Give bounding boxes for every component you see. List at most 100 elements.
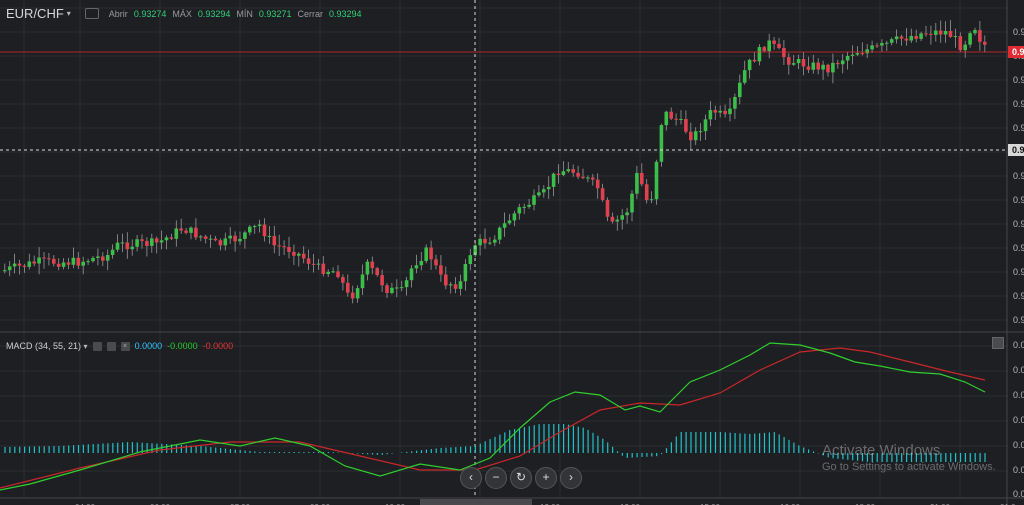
settings-icon[interactable] (106, 341, 116, 351)
candle (909, 28, 914, 44)
crosshair-price-tag-bg (1008, 144, 1024, 156)
candle (600, 183, 605, 202)
candle (850, 45, 855, 65)
candle (248, 225, 252, 236)
candle (179, 218, 183, 234)
candle-body (424, 247, 428, 261)
candle-body (414, 265, 419, 269)
candle-body (752, 59, 757, 62)
time-axis-label: 16:00 (780, 503, 801, 505)
candle (875, 42, 879, 49)
watermark-title: Activate Windows (822, 442, 941, 459)
candle-body (483, 238, 487, 244)
candle-body (488, 242, 492, 244)
candle (463, 259, 468, 291)
candle-body (140, 239, 144, 241)
candle-body (591, 177, 595, 180)
macd-axis-label: 0.0 (1013, 340, 1024, 350)
candle (218, 238, 223, 251)
candle (826, 63, 830, 77)
candle-body (287, 246, 291, 252)
candle-body (870, 45, 874, 50)
candle-body (434, 259, 438, 266)
candle-body (762, 47, 767, 52)
candle (630, 190, 634, 222)
candle-body (546, 186, 551, 190)
time-axis-label: 15:00 (700, 503, 721, 505)
macd-axis-label: 0.0 (1013, 365, 1024, 375)
time-axis-label: 04:00 (75, 503, 96, 505)
candle-body (703, 119, 708, 132)
reset-chart-button[interactable]: ↻ (510, 467, 532, 489)
time-scrollbar[interactable] (420, 499, 532, 505)
zoom-out-button[interactable]: − (485, 467, 507, 489)
close-icon[interactable]: × (120, 341, 130, 351)
visibility-icon[interactable] (84, 8, 99, 19)
candle-body (635, 172, 639, 194)
candle-body (213, 238, 218, 241)
symbol-name: EUR/CHF (6, 6, 64, 21)
candle-body (248, 226, 252, 233)
candle-body (463, 264, 468, 282)
candle-body (91, 257, 95, 262)
candle-body (47, 258, 51, 260)
candle (169, 233, 174, 241)
candle-body (532, 195, 536, 205)
candle-body (742, 70, 747, 83)
candle-body (32, 261, 36, 264)
candle (17, 259, 22, 275)
candle-body (845, 55, 850, 61)
candle-body (855, 53, 860, 55)
candle (845, 51, 850, 70)
candle-body (478, 238, 482, 246)
candle (262, 218, 267, 242)
price-axis: 0.9 0.9 0.9 0.9 0.9 0.9 0.9 0.9 0.9 0.9 0.9 0.9 (1013, 27, 1024, 325)
candle (973, 27, 977, 36)
candle-body (644, 184, 649, 201)
candle-body (326, 271, 330, 275)
candle-body (409, 268, 414, 281)
candle (752, 52, 757, 63)
macd-title[interactable]: MACD (34, 55, 21) ▾ (6, 341, 88, 351)
scroll-right-button[interactable]: › (560, 467, 582, 489)
maximize-pane-icon[interactable] (992, 337, 1004, 349)
candle-body (399, 287, 404, 289)
candle-body (453, 284, 458, 289)
candle-body (145, 240, 149, 246)
macd-header: MACD (34, 55, 21) ▾ × 0.0000 -0.0000 -0.… (6, 341, 233, 351)
candle (840, 53, 845, 74)
candle (791, 55, 796, 66)
scroll-left-button[interactable]: ‹ (460, 467, 482, 489)
candle-body (943, 30, 948, 35)
candle-body (615, 219, 620, 222)
ohlc-header: EUR/CHF ▾ Abrir 0.93274 MÁX 0.93294 MÍN … (6, 6, 362, 21)
price-axis-label: 0.9 (1013, 171, 1024, 181)
candle-body (811, 62, 816, 70)
candle (551, 172, 556, 197)
candle-body (125, 242, 130, 250)
candle (404, 276, 409, 296)
candle-body (581, 176, 585, 178)
zoom-in-button[interactable]: + (535, 467, 557, 489)
candle (542, 185, 546, 198)
symbol-selector[interactable]: EUR/CHF ▾ (6, 6, 71, 21)
candle (605, 197, 610, 222)
candle (738, 74, 742, 105)
visibility-icon[interactable] (92, 341, 102, 351)
candle (767, 33, 771, 59)
candle (375, 266, 379, 277)
candle (233, 231, 237, 252)
candle-body (806, 66, 811, 70)
candle-body (693, 131, 698, 141)
candle (537, 185, 541, 198)
candle-body (360, 274, 365, 289)
candle-body (208, 238, 213, 240)
candle-body (767, 40, 771, 52)
candle (419, 251, 424, 271)
candle-body (301, 253, 306, 259)
candle-body (566, 169, 571, 172)
candle (150, 233, 154, 253)
candle (762, 45, 767, 53)
candle-body (238, 238, 242, 242)
